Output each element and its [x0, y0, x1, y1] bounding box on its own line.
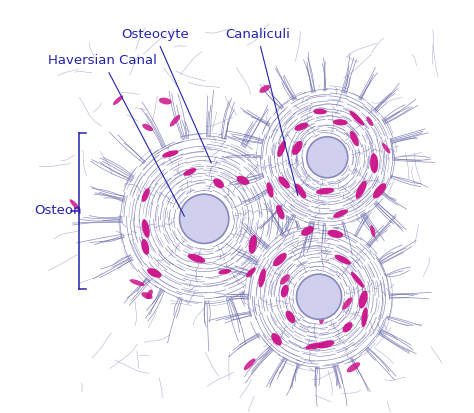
- Ellipse shape: [276, 205, 284, 219]
- Ellipse shape: [249, 235, 257, 254]
- Ellipse shape: [213, 178, 224, 188]
- Ellipse shape: [259, 85, 270, 93]
- Ellipse shape: [146, 290, 153, 299]
- Text: Osteon: Osteon: [34, 204, 82, 217]
- Polygon shape: [118, 133, 291, 305]
- Polygon shape: [245, 223, 393, 370]
- Ellipse shape: [142, 188, 150, 202]
- Ellipse shape: [244, 358, 255, 370]
- Ellipse shape: [237, 176, 249, 185]
- Circle shape: [296, 274, 342, 319]
- Text: Osteocyte: Osteocyte: [121, 28, 211, 163]
- Ellipse shape: [277, 141, 286, 157]
- Ellipse shape: [159, 97, 172, 104]
- Ellipse shape: [382, 143, 391, 154]
- Ellipse shape: [321, 138, 330, 146]
- Ellipse shape: [316, 188, 334, 195]
- Ellipse shape: [271, 333, 282, 346]
- Ellipse shape: [170, 115, 180, 126]
- Ellipse shape: [280, 274, 290, 285]
- Ellipse shape: [281, 285, 289, 297]
- Ellipse shape: [147, 268, 162, 278]
- Ellipse shape: [349, 111, 364, 126]
- Ellipse shape: [258, 268, 266, 287]
- Ellipse shape: [343, 322, 353, 332]
- Ellipse shape: [366, 117, 373, 126]
- Ellipse shape: [333, 209, 348, 218]
- Ellipse shape: [278, 176, 290, 188]
- Ellipse shape: [246, 267, 256, 278]
- Ellipse shape: [373, 183, 386, 199]
- Ellipse shape: [273, 253, 287, 266]
- Ellipse shape: [328, 230, 343, 238]
- Ellipse shape: [301, 226, 314, 236]
- Ellipse shape: [319, 312, 324, 324]
- Ellipse shape: [351, 272, 365, 288]
- Ellipse shape: [342, 297, 353, 310]
- Ellipse shape: [347, 362, 360, 373]
- Ellipse shape: [294, 123, 309, 131]
- Ellipse shape: [313, 109, 327, 114]
- Ellipse shape: [305, 342, 325, 349]
- Ellipse shape: [285, 311, 295, 323]
- Text: Canaliculi: Canaliculi: [225, 28, 298, 196]
- Ellipse shape: [142, 219, 150, 238]
- Ellipse shape: [361, 307, 368, 327]
- Ellipse shape: [183, 168, 196, 176]
- Ellipse shape: [333, 119, 348, 126]
- Ellipse shape: [335, 255, 351, 264]
- Ellipse shape: [266, 182, 273, 197]
- Ellipse shape: [113, 95, 123, 105]
- Ellipse shape: [70, 199, 80, 211]
- Ellipse shape: [292, 141, 302, 155]
- Text: Haversian Canal: Haversian Canal: [48, 55, 184, 216]
- Ellipse shape: [356, 181, 366, 199]
- Ellipse shape: [188, 254, 205, 263]
- Ellipse shape: [295, 184, 306, 198]
- Ellipse shape: [219, 269, 231, 275]
- Ellipse shape: [359, 290, 368, 309]
- Ellipse shape: [318, 340, 335, 349]
- Ellipse shape: [162, 150, 179, 157]
- Ellipse shape: [141, 239, 149, 255]
- Circle shape: [180, 194, 229, 243]
- Ellipse shape: [370, 225, 375, 237]
- Ellipse shape: [370, 153, 378, 173]
- Circle shape: [307, 137, 348, 178]
- Ellipse shape: [129, 279, 145, 286]
- Ellipse shape: [142, 124, 153, 131]
- Ellipse shape: [141, 292, 153, 299]
- Ellipse shape: [350, 131, 359, 146]
- Polygon shape: [257, 88, 397, 227]
